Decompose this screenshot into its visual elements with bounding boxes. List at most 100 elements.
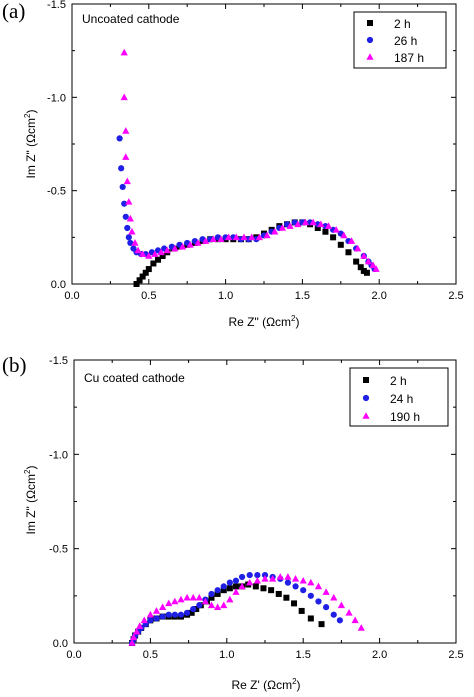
data-point-circle [220, 583, 227, 590]
data-point-triangle [351, 616, 359, 624]
data-point-square [252, 583, 259, 590]
data-point-triangle [217, 235, 225, 242]
data-point-triangle [140, 616, 148, 624]
data-point-circle [238, 573, 246, 581]
data-point-circle [307, 592, 314, 599]
data-point-triangle [354, 244, 362, 252]
data-point-circle [171, 611, 178, 618]
data-point-circle [300, 587, 307, 594]
data-point-triangle [340, 231, 348, 239]
data-point-triangle [240, 233, 248, 241]
data-point-square [275, 590, 282, 597]
data-point-square [291, 600, 298, 607]
data-point-triangle [330, 593, 338, 601]
data-point-triangle [201, 597, 210, 605]
data-point-square [318, 621, 325, 628]
data-point-square [155, 256, 162, 263]
data-point-circle [165, 611, 172, 618]
data-point-triangle [157, 248, 165, 256]
data-point-triangle [186, 241, 194, 248]
data-point-triangle [126, 214, 134, 222]
data-point-circle [118, 165, 125, 172]
x-tick-label-a: 1.5 [295, 290, 310, 302]
data-point-triangle [314, 582, 323, 590]
data-point-circle [190, 605, 197, 613]
data-point-square [232, 583, 239, 590]
data-point-square [353, 258, 360, 265]
data-point-triangle [307, 578, 315, 586]
data-point-triangle [209, 235, 217, 242]
data-point-circle [127, 239, 134, 247]
data-point-triangle [232, 233, 240, 241]
data-point-triangle [299, 576, 307, 584]
data-point-triangle [152, 607, 161, 614]
data-point-circle [292, 583, 299, 590]
data-point-triangle [163, 246, 171, 254]
panel-a-x-axis-title: Re Z" (Ωcm2) [228, 314, 299, 329]
data-point-square [363, 269, 370, 276]
y-tick-label-b: -0.5 [49, 544, 68, 556]
data-point-triangle [131, 239, 139, 246]
data-point-triangle [238, 582, 246, 590]
data-point-triangle [125, 198, 133, 205]
panel-b-title: Cu coated cathode [84, 371, 185, 385]
data-point-triangle [253, 576, 261, 584]
data-point-square [298, 607, 305, 614]
data-point-square [136, 277, 143, 284]
data-point-triangle [128, 227, 136, 235]
x-tick-label-a: 1.0 [218, 290, 233, 302]
data-point-square [220, 587, 227, 594]
data-point-square [283, 594, 290, 601]
legend-circle-icon [362, 394, 370, 402]
data-point-triangle [248, 233, 256, 241]
data-point-triangle [134, 246, 142, 254]
data-point-triangle [151, 250, 159, 257]
x-tick-label-a: 0.0 [64, 290, 79, 302]
data-point-triangle [246, 578, 254, 586]
legend-square-icon [367, 20, 373, 26]
data-point-square [330, 234, 337, 241]
data-point-triangle [128, 639, 136, 646]
panel-b: (b) Cu coated cathode 0.0 0.5 1.0 1.5 2.0 2.5… [2, 353, 464, 692]
y-tick-label-b: -1.5 [49, 355, 68, 367]
data-point-triangle [322, 588, 330, 595]
data-point-square [345, 249, 352, 256]
data-point-triangle [301, 218, 310, 226]
data-point-triangle [324, 222, 333, 229]
legend-label: 24 h [390, 392, 413, 406]
data-point-circle [159, 613, 166, 620]
x-tick-label-b: 1.0 [219, 649, 234, 661]
data-point-triangle [214, 603, 222, 610]
data-point-triangle [207, 601, 216, 609]
data-point-triangle [261, 575, 269, 582]
legend-label: 2 h [394, 17, 411, 31]
data-point-triangle [278, 224, 287, 231]
data-point-circle [226, 579, 233, 586]
data-point-triangle [123, 177, 131, 185]
data-point-square [357, 264, 364, 271]
legend-circle-icon [366, 36, 374, 44]
data-point-circle [147, 617, 154, 624]
x-tick-label-a: 0.5 [141, 290, 156, 302]
data-point-triangle [194, 239, 202, 246]
data-point-square [159, 253, 166, 259]
x-tick-label-a: 2.5 [448, 290, 463, 302]
data-point-circle [122, 213, 129, 220]
data-point-circle [323, 604, 330, 611]
panel-a-y-axis-title: Im Z" (Ωcm2) [23, 109, 38, 178]
data-point-triangle [284, 573, 292, 580]
data-point-circle [125, 234, 132, 241]
data-point-square [360, 267, 367, 274]
data-point-triangle [286, 222, 294, 229]
legend-label: 2 h [390, 374, 407, 388]
data-point-triangle [171, 597, 179, 605]
data-point-triangle [276, 573, 284, 580]
x-tick-label-b: 2.0 [372, 649, 387, 661]
data-point-circle [124, 224, 131, 232]
panel-b-legend: 2 h 24 h 190 h [349, 367, 449, 427]
data-point-square [260, 585, 267, 592]
data-point-square [214, 590, 221, 597]
x-tick-label-a: 2.0 [372, 290, 387, 302]
data-point-triangle [372, 265, 380, 272]
